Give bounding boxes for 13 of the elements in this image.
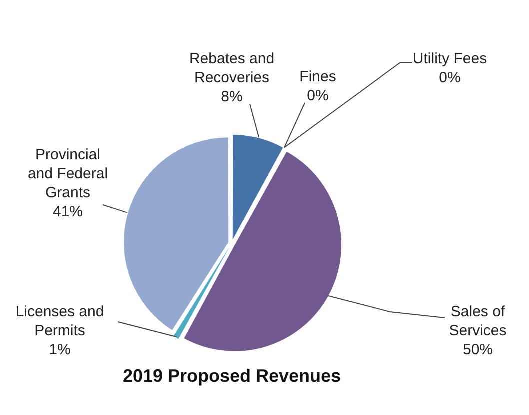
data-label: 50% — [462, 342, 494, 359]
data-label: 1% — [49, 342, 71, 359]
text: 2019 Proposed Revenues — [122, 366, 342, 386]
slice-label: Sales of Services — [449, 304, 507, 340]
slice-label: Rebates and Recoveries — [189, 50, 275, 87]
data-label: 8% — [221, 88, 243, 106]
category-label: Utility Fees — [412, 50, 488, 68]
text: 0% — [307, 88, 329, 105]
slice-label: Licenses and Permits — [16, 304, 104, 340]
category-label: Fines — [300, 68, 336, 86]
text: 0% — [439, 70, 461, 87]
data-label: 41% — [52, 204, 84, 221]
slice-label: Provincial and Federal Grants — [28, 146, 108, 202]
